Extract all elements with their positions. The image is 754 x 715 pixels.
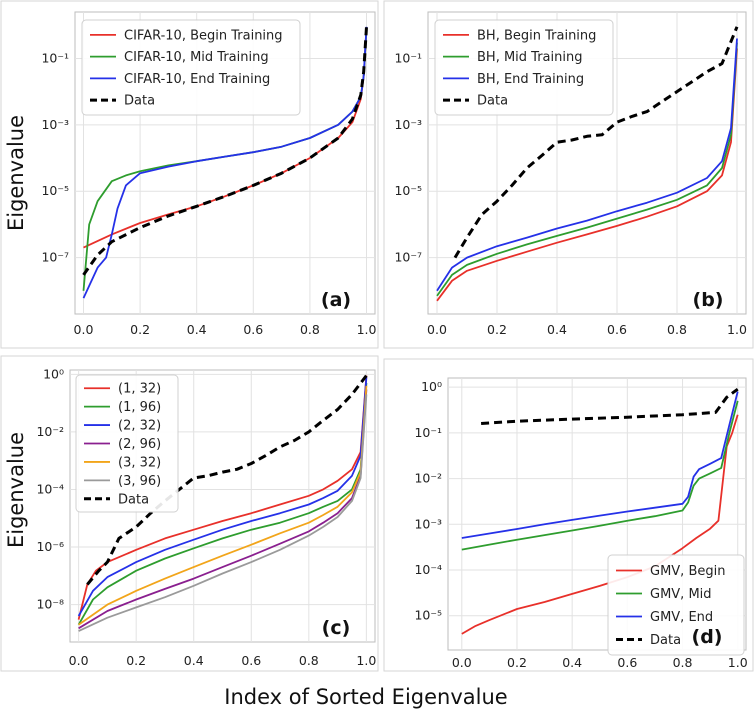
x-tick-label: 0.0 [69, 653, 89, 668]
x-tick-label: 1.0 [356, 653, 376, 668]
legend-label: BH, Mid Training [477, 50, 582, 65]
x-tick-label: 1.0 [727, 322, 747, 337]
legend-label: BH, End Training [477, 72, 584, 87]
panel-d: 0.0 0.2 0.4 0.6 0.8 1.0 10⁰ 10⁻¹ 10⁻² 10⁻³ 10⁻⁴ 10⁻… [383, 358, 754, 672]
series-line-data [82, 26, 368, 276]
y-tick-label: 10⁻⁴ [36, 481, 64, 496]
series-line-3-96 [78, 394, 368, 632]
panel-label: (d) [692, 626, 723, 648]
x-tick-label: 0.4 [547, 322, 567, 337]
y-tick-label: 10⁰ [43, 366, 64, 381]
series-line-1-32 [77, 375, 368, 620]
panel-b: 0.0 0.2 0.4 0.6 0.8 1.0 10⁻¹ 10⁻³ 10⁻⁵ 10⁻⁷ BH, Be… [383, 0, 754, 349]
series-line-bh-end-training [436, 38, 738, 292]
legend-label: GMV, End [650, 610, 713, 625]
x-tick-label: 0.8 [300, 322, 320, 337]
legend-label: (3, 96) [118, 474, 161, 489]
y-tick-label: 10⁻² [414, 471, 442, 486]
x-tick-label: 0.8 [673, 655, 693, 670]
series-line-cifar-10-end-training [82, 26, 368, 299]
legend-box [81, 19, 301, 116]
panel-label: (a) [321, 289, 351, 311]
y-tick-label: 10⁻¹ [414, 425, 442, 440]
legend-label: BH, Begin Training [477, 28, 596, 43]
x-tick-label: 1.0 [728, 655, 748, 670]
panel-label: (b) [693, 289, 724, 311]
series-line-data [86, 374, 368, 586]
y-axis-label-top: Eigenvalue [4, 115, 28, 231]
y-tick-label: 10⁻⁵ [414, 608, 442, 623]
y-tick-label: 10⁻³ [414, 516, 442, 531]
series-line-2-96 [78, 389, 368, 630]
x-tick-label: 1.0 [357, 322, 377, 337]
y-tick-label: 10⁻⁶ [36, 539, 64, 554]
series-line-2-32 [77, 377, 368, 617]
x-tick-label: 0.6 [241, 653, 261, 668]
legend-label: GMV, Begin [650, 564, 725, 579]
x-tick-label: 0.8 [667, 322, 687, 337]
series-line-1-96 [77, 382, 368, 626]
series-line-3-32 [78, 385, 368, 626]
series-line-bh-begin-training [436, 48, 738, 302]
legend-label: Data [477, 94, 508, 109]
x-tick-label: 0.2 [507, 655, 527, 670]
legend-label: Data [650, 633, 681, 648]
series-line-data [453, 26, 739, 259]
y-axis-label-bottom: Eigenvalue [4, 432, 28, 548]
x-axis-label: Index of Sorted Eigenvalue [224, 685, 507, 709]
x-tick-label: 0.2 [130, 322, 150, 337]
x-tick-label: 0.4 [184, 653, 204, 668]
x-tick-label: 0.8 [299, 653, 319, 668]
legend-label: (2, 96) [118, 437, 161, 452]
y-tick-label: 10⁻¹ [394, 50, 422, 65]
x-tick-label: 0.6 [617, 655, 637, 670]
x-tick-label: 0.4 [187, 322, 207, 337]
series-line-gmv-end [461, 391, 739, 539]
legend-label: (2, 32) [118, 419, 161, 434]
legend-label: GMV, Mid [650, 587, 712, 602]
x-tick-label: 0.6 [243, 322, 263, 337]
y-tick-label: 10⁻⁴ [414, 562, 442, 577]
y-tick-label: 10⁰ [421, 379, 442, 394]
x-tick-label: 0.2 [126, 653, 146, 668]
legend-label: CIFAR-10, End Training [124, 72, 270, 87]
y-tick-label: 10⁻⁷ [394, 250, 422, 265]
x-tick-label: 0.6 [607, 322, 627, 337]
legend-label: Data [118, 492, 149, 507]
legend-box [607, 554, 745, 656]
legend-label: (1, 96) [118, 400, 161, 415]
legend-label: (1, 32) [118, 382, 161, 397]
y-tick-label: 10⁻² [36, 424, 64, 439]
y-tick-label: 10⁻⁵ [394, 183, 422, 198]
y-tick-label: 10⁻³ [41, 117, 69, 132]
legend-label: Data [124, 94, 155, 109]
y-tick-label: 10⁻⁸ [36, 597, 64, 612]
legend-box [434, 19, 614, 116]
panel-c: 0.0 0.2 0.4 0.6 0.8 1.0 10⁰ 10⁻² 10⁻⁴ 10⁻⁶ 10⁻⁸ (1,… [0, 355, 379, 672]
x-tick-label: 0.0 [452, 655, 472, 670]
legend-label: CIFAR-10, Begin Training [124, 28, 283, 43]
legend-label: CIFAR-10, Mid Training [124, 50, 269, 65]
y-tick-label: 10⁻¹ [41, 50, 69, 65]
x-tick-label: 0.4 [562, 655, 582, 670]
y-tick-label: 10⁻⁵ [41, 183, 69, 198]
series-line-gmv-mid [461, 400, 739, 551]
series-line-data [481, 387, 739, 425]
y-tick-label: 10⁻³ [394, 117, 422, 132]
series-line-bh-mid-training [436, 42, 738, 297]
y-tick-label: 10⁻⁷ [41, 250, 69, 265]
legend-box [75, 374, 179, 513]
x-tick-label: 0.0 [74, 322, 94, 337]
x-tick-label: 0.0 [427, 322, 447, 337]
legend-label: (3, 32) [118, 455, 161, 470]
panel-a: 0.0 0.2 0.4 0.6 0.8 1.0 10⁻¹ 10⁻³ 10⁻⁵ 10⁻⁷ CIFAR-… [0, 0, 379, 349]
x-tick-label: 0.2 [487, 322, 507, 337]
panel-label: (c) [322, 617, 351, 639]
